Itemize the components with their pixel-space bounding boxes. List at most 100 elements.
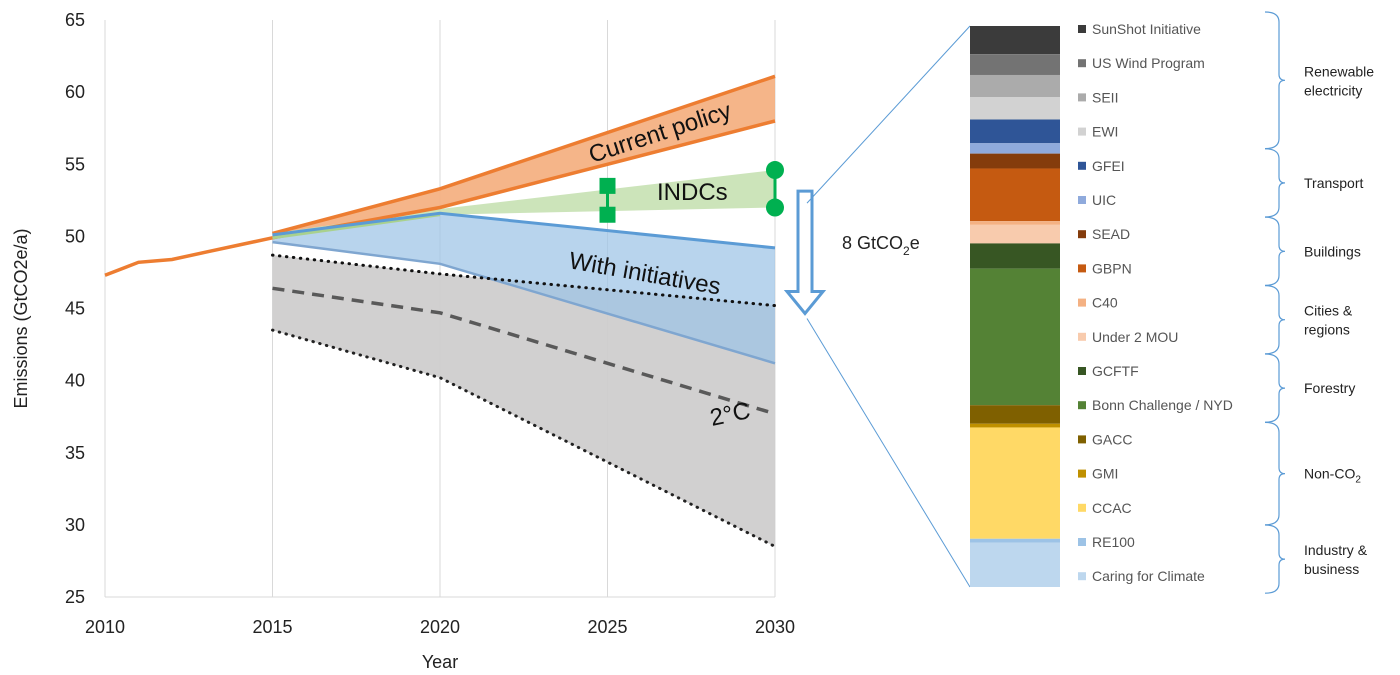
- legend-swatch-ccac: [1078, 503, 1086, 512]
- gap-label-main: 8 GtCO: [842, 233, 903, 253]
- bar-segment-sunshot-initiative: [970, 26, 1060, 55]
- legend-label-re100: RE100: [1092, 534, 1135, 550]
- x-tick-label: 2020: [420, 617, 460, 637]
- bar-segment-seii: [970, 74, 1060, 98]
- bar-segment-under-2-mou: [970, 224, 1060, 244]
- scenario-bands: [272, 76, 775, 547]
- bar-segment-sead: [970, 153, 1060, 169]
- bar-segment-uic: [970, 143, 1060, 154]
- y-tick-label: 25: [65, 587, 85, 607]
- indc-lower-line: [272, 213, 441, 240]
- group-label-line2-renewable-electricity: electricity: [1304, 82, 1362, 98]
- bar-segment-ccac: [970, 427, 1060, 539]
- indc-circle-marker-2030-0: [766, 161, 784, 180]
- group-label-forestry: Forestry: [1304, 380, 1355, 396]
- legend-swatch-gcftf: [1078, 367, 1086, 375]
- y-tick-label: 45: [65, 299, 85, 319]
- legend-swatch-bonn-challenge-nyd: [1078, 401, 1086, 410]
- legend-label-seii: SEII: [1092, 89, 1118, 105]
- y-axis-title: Emissions (GtCO2e/a): [11, 228, 31, 408]
- group-label-line1-cities-regions: Cities &: [1304, 303, 1353, 319]
- bar-segment-caring-for-climate: [970, 542, 1060, 587]
- y-tick-label: 65: [65, 10, 85, 30]
- gap-label: 8 GtCO2e: [842, 233, 920, 258]
- with-initiatives-lower-line: [272, 240, 776, 365]
- indc-square-marker-2025-1: [599, 206, 616, 223]
- historical-emissions-line: [104, 236, 273, 277]
- brace-industry-business: [1264, 524, 1286, 594]
- legend-label-c40: C40: [1092, 295, 1118, 311]
- x-tick-label: 2015: [252, 617, 292, 637]
- legend-label-ewi: EWI: [1092, 124, 1118, 140]
- legend-swatch-seii: [1078, 93, 1086, 102]
- group-label-transport: Transport: [1304, 175, 1364, 191]
- brace-non-co-2: [1264, 421, 1286, 526]
- legend-swatch-caring-for-climate: [1078, 572, 1086, 581]
- zoom-connector-bottom: [806, 318, 971, 588]
- initiatives-legend: SunShot Initiative US Wind Program SEII EWI…: [1078, 21, 1233, 584]
- brace-forestry: [1264, 353, 1286, 423]
- two-degree-lower-dotted-line: [271, 328, 777, 548]
- bar-segment-ewi: [970, 97, 1060, 120]
- legend-swatch-sunshot-initiative: [1078, 25, 1086, 33]
- legend-label-under-2-mou: Under 2 MOU: [1092, 329, 1178, 345]
- bar-segment-bonn-challenge-nyd: [970, 268, 1060, 406]
- legend-label-gacc: GACC: [1092, 431, 1132, 447]
- group-label-non-co-2: Non-CO2: [1304, 466, 1361, 486]
- y-tick-label: 35: [65, 443, 85, 463]
- legend-swatch-re100: [1078, 538, 1086, 546]
- y-tick-label: 30: [65, 515, 85, 535]
- legend-label-gcftf: GCFTF: [1092, 363, 1139, 379]
- legend-label-ccac: CCAC: [1092, 500, 1132, 516]
- legend-swatch-gfei: [1078, 161, 1086, 170]
- group-label-line1-industry-business: Industry &: [1304, 542, 1368, 558]
- sector-braces: Renewable electricity Transport Buildings Ci…: [1264, 11, 1374, 594]
- band-2c: [272, 255, 775, 547]
- legend-label-bonn-challenge-nyd: Bonn Challenge / NYD: [1092, 397, 1233, 413]
- bar-segment-c40: [970, 221, 1060, 225]
- legend-swatch-sead: [1078, 230, 1086, 239]
- initiatives-stacked-bar: [970, 26, 1060, 587]
- legend-swatch-gbpn: [1078, 264, 1086, 273]
- legend-swatch-uic: [1078, 196, 1086, 204]
- group-label-buildings: Buildings: [1304, 243, 1361, 259]
- legend-label-uic: UIC: [1092, 192, 1116, 208]
- series-label-indcs: INDCs: [657, 179, 728, 206]
- scenario-lines: [104, 74, 777, 548]
- brace-cities-regions: [1264, 285, 1286, 355]
- group-label-subscript: 2: [1355, 475, 1361, 486]
- x-tick-label: 2030: [755, 617, 795, 637]
- two-degree-upper-dotted-line: [271, 253, 777, 308]
- band-indcs: [272, 170, 775, 238]
- brace-transport: [1264, 148, 1286, 218]
- gap-label-subscript: 2: [903, 244, 910, 258]
- x-tick-label: 2025: [587, 617, 627, 637]
- two-degree-central-dashed-line: [272, 286, 776, 416]
- gap-arrow: 8 GtCO2e: [783, 25, 971, 588]
- brace-renewable-electricity: [1264, 11, 1286, 150]
- legend-label-gbpn: GBPN: [1092, 260, 1132, 276]
- legend-swatch-under-2-mou: [1078, 332, 1086, 341]
- zoom-connector-top: [806, 25, 971, 204]
- bar-segment-re100: [970, 538, 1060, 543]
- group-label-main: Non-CO: [1304, 466, 1355, 482]
- current-policy-upper-line: [272, 74, 776, 236]
- group-label-line1-renewable-electricity: Renewable: [1304, 63, 1374, 79]
- legend-swatch-ewi: [1078, 127, 1086, 136]
- indc-markers: [599, 161, 784, 223]
- gap-down-arrow: [783, 189, 827, 316]
- axes: 2010 2015 2020 2025 2030 25 30 35 40 45 50 55 60 65 Ye…: [11, 10, 795, 672]
- legend-swatch-c40: [1078, 298, 1086, 307]
- legend-swatch-gacc: [1078, 435, 1086, 444]
- legend-label-sead: SEAD: [1092, 226, 1130, 242]
- legend-label-us-wind-program: US Wind Program: [1092, 55, 1205, 71]
- bar-segment-gbpn: [970, 168, 1060, 222]
- y-tick-label: 40: [65, 371, 85, 391]
- y-tick-label: 50: [65, 226, 85, 246]
- indc-circle-marker-2030-1: [766, 198, 784, 217]
- bar-segment-gacc: [970, 405, 1060, 424]
- legend-swatch-us-wind-program: [1078, 59, 1086, 68]
- y-tick-label: 60: [65, 82, 85, 102]
- group-label-line2-industry-business: business: [1304, 561, 1359, 577]
